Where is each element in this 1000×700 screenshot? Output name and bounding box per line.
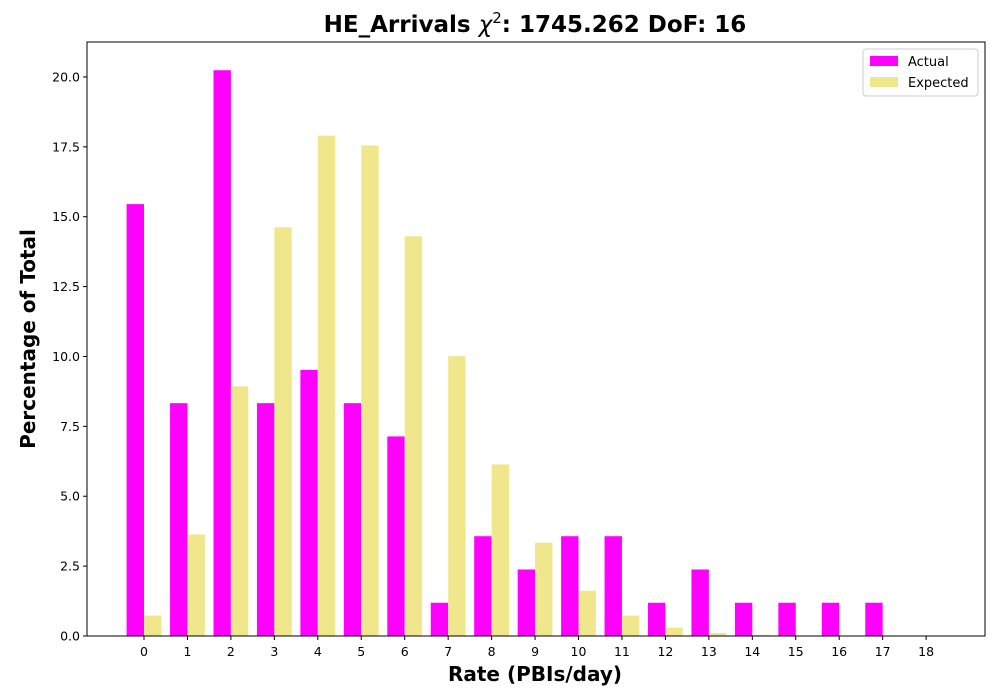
legend-swatch-actual [870, 56, 898, 66]
x-tick-label: 17 [875, 644, 891, 659]
x-tick-label: 7 [444, 644, 452, 659]
bar-actual-5 [343, 403, 362, 636]
bar-expected-12 [665, 627, 683, 636]
x-tick-label: 5 [357, 644, 365, 659]
bar-actual-14 [734, 602, 753, 636]
bar-actual-11 [604, 536, 622, 636]
bar-actual-3 [256, 403, 275, 636]
bar-expected-9 [535, 542, 553, 636]
legend: Actual Expected [862, 48, 979, 97]
bar-actual-9 [517, 569, 536, 636]
x-tick-label: 9 [531, 644, 539, 659]
y-tick-label: 2.5 [60, 559, 80, 574]
y-tick-label: 12.5 [52, 279, 80, 294]
bar-expected-14 [752, 634, 770, 636]
plot-frame [86, 41, 986, 637]
bar-actual-0 [126, 204, 144, 636]
bar-actual-2 [213, 70, 231, 637]
chart-title-suffix: : 1745.262 DoF: 16 [502, 12, 747, 38]
bar-actual-7 [430, 602, 449, 636]
x-tick-label: 8 [488, 644, 496, 659]
x-axis-label: Rate (PBIs/day) [448, 662, 622, 686]
x-tick-label: 13 [701, 644, 717, 659]
x-tick-label: 18 [918, 644, 934, 659]
bar-expected-3 [274, 227, 292, 636]
bar-expected-11 [621, 615, 640, 636]
x-tick-label: 2 [227, 644, 235, 659]
y-tick-label: 10.0 [52, 349, 80, 364]
legend-label-expected: Expected [908, 76, 969, 91]
bar-actual-16 [821, 602, 840, 636]
bars-layer [126, 70, 883, 637]
legend-swatch-expected [870, 77, 898, 87]
bar-expected-0 [144, 615, 162, 636]
x-tick-label: 11 [614, 644, 630, 659]
bar-expected-4 [317, 135, 336, 636]
bar-expected-8 [491, 464, 509, 636]
chart-title-sup: 2 [492, 9, 502, 27]
bar-expected-2 [230, 386, 249, 636]
x-tick-label: 10 [571, 644, 587, 659]
x-tick-label: 14 [744, 644, 760, 659]
bar-actual-12 [648, 602, 666, 636]
x-tick-label: 6 [401, 644, 409, 659]
bar-actual-17 [865, 602, 883, 636]
bar-expected-13 [708, 632, 727, 636]
bar-actual-6 [387, 436, 405, 636]
legend-label-actual: Actual [908, 55, 949, 70]
x-tick-label: 12 [657, 644, 673, 659]
y-axis-label: Percentage of Total [16, 229, 40, 449]
x-tick-label: 3 [270, 644, 278, 659]
bar-actual-10 [561, 536, 579, 636]
y-tick-label: 20.0 [52, 69, 80, 84]
bar-actual-4 [300, 369, 318, 636]
chart-title: HE_Arrivals χ2: 1745.262 DoF: 16 [324, 9, 747, 38]
y-tick-label: 0.0 [60, 629, 80, 644]
bar-expected-1 [187, 534, 205, 636]
bar-actual-13 [691, 569, 709, 636]
bar-expected-10 [578, 590, 596, 636]
x-tick-label: 0 [140, 644, 148, 659]
bar-actual-15 [778, 602, 796, 636]
bar-expected-5 [361, 145, 379, 636]
bar-expected-6 [404, 236, 423, 636]
chart-title-chi: χ [477, 12, 494, 38]
x-tick-label: 1 [183, 644, 191, 659]
x-tick-label: 4 [314, 644, 322, 659]
y-tick-label: 17.5 [52, 139, 80, 154]
bar-expected-7 [448, 356, 466, 636]
bar-actual-8 [474, 536, 492, 636]
y-tick-label: 7.5 [60, 419, 80, 434]
x-tick-label: 15 [788, 644, 804, 659]
x-tick-label: 16 [831, 644, 847, 659]
y-tick-label: 15.0 [52, 209, 80, 224]
chart-title-prefix: HE_Arrivals [324, 12, 479, 38]
axes-layer: 0.02.55.07.510.012.515.017.520.00 1 2 3 4 5 6 7… [52, 41, 986, 659]
bar-actual-1 [170, 403, 188, 636]
y-tick-label: 5.0 [60, 489, 80, 504]
